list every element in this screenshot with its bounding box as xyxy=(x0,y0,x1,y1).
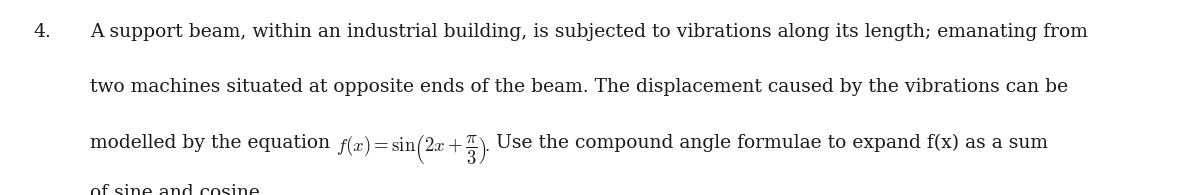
Text: two machines situated at opposite ends of the beam. The displacement caused by t: two machines situated at opposite ends o… xyxy=(90,78,1068,96)
Text: $f(x) = \sin\!\left(2x + \dfrac{\pi}{3}\right)\!.$: $f(x) = \sin\!\left(2x + \dfrac{\pi}{3}\… xyxy=(336,133,491,166)
Text: 4.: 4. xyxy=(34,23,52,41)
Text: of sine and cosine: of sine and cosine xyxy=(90,184,260,195)
Text: Use the compound angle formulae to expand f(x) as a sum: Use the compound angle formulae to expan… xyxy=(491,134,1049,152)
Text: modelled by the equation: modelled by the equation xyxy=(90,134,336,152)
Text: A support beam, within an industrial building, is subjected to vibrations along : A support beam, within an industrial bui… xyxy=(90,23,1088,41)
